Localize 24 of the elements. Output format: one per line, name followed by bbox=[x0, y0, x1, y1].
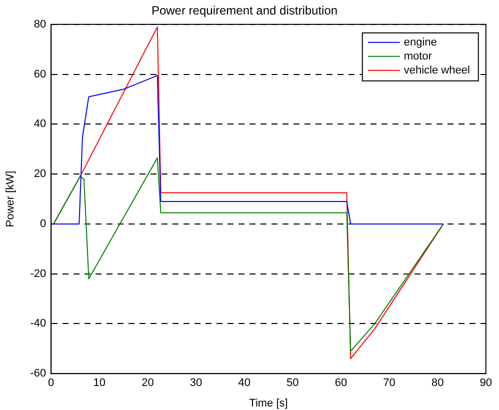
y-tick-label: 20 bbox=[34, 168, 46, 180]
x-tick-label: 60 bbox=[334, 377, 348, 390]
legend-label: vehicle wheel bbox=[404, 64, 470, 76]
y-axis-title: Power [kW] bbox=[4, 170, 17, 228]
x-axis-title: Time [s] bbox=[249, 397, 288, 410]
y-tick-label: 80 bbox=[34, 18, 46, 30]
x-tick-label: 40 bbox=[238, 377, 250, 390]
y-tick-label: -60 bbox=[30, 368, 46, 380]
x-tick-label: 30 bbox=[190, 377, 202, 390]
y-tick-label: 0 bbox=[40, 218, 46, 230]
x-tick-label: 50 bbox=[286, 377, 299, 390]
y-tick-label: -40 bbox=[30, 318, 46, 330]
x-tick-label: 20 bbox=[142, 377, 154, 390]
x-tick-label: 0 bbox=[48, 377, 54, 390]
legend-label: motor bbox=[404, 50, 432, 62]
y-tick-label: 40 bbox=[34, 118, 46, 130]
x-tick-label: 70 bbox=[383, 377, 396, 390]
legend-label: engine bbox=[404, 36, 437, 48]
x-tick-label: 90 bbox=[480, 377, 492, 390]
chart-title: Power requirement and distribution bbox=[151, 4, 338, 18]
y-tick-label: -20 bbox=[30, 268, 46, 280]
y-tick-label: 60 bbox=[34, 68, 46, 80]
x-tick-label: 80 bbox=[431, 377, 444, 390]
x-tick-label: 10 bbox=[93, 377, 106, 390]
